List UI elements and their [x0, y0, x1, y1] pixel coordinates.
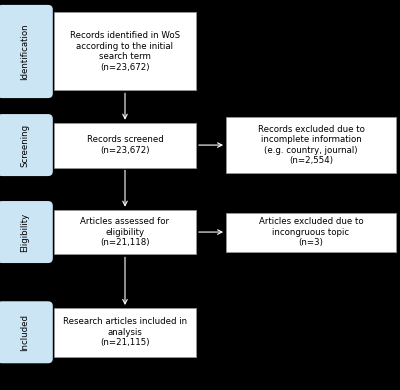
FancyBboxPatch shape: [226, 117, 396, 173]
Text: Eligibility: Eligibility: [20, 213, 30, 252]
Text: Records excluded due to
incomplete information
(e.g. country, journal)
(n=2,554): Records excluded due to incomplete infor…: [258, 125, 364, 165]
Text: Screening: Screening: [20, 124, 30, 167]
Text: Records identified in WoS
according to the initial
search term
(n=23,672): Records identified in WoS according to t…: [70, 31, 180, 72]
FancyBboxPatch shape: [0, 114, 53, 176]
FancyBboxPatch shape: [54, 308, 196, 356]
FancyBboxPatch shape: [0, 301, 53, 363]
Text: Included: Included: [20, 314, 30, 351]
FancyBboxPatch shape: [0, 201, 53, 263]
FancyBboxPatch shape: [0, 5, 53, 98]
FancyBboxPatch shape: [54, 210, 196, 254]
FancyBboxPatch shape: [226, 213, 396, 252]
Text: Articles excluded due to
incongruous topic
(n=3): Articles excluded due to incongruous top…: [259, 217, 363, 247]
Text: Research articles included in
analysis
(n=21,115): Research articles included in analysis (…: [63, 317, 187, 347]
FancyBboxPatch shape: [54, 122, 196, 168]
Text: Identification: Identification: [20, 23, 30, 80]
FancyBboxPatch shape: [54, 12, 196, 90]
Text: Records screened
(n=23,672): Records screened (n=23,672): [87, 135, 163, 155]
Text: Articles assessed for
eligibility
(n=21,118): Articles assessed for eligibility (n=21,…: [80, 217, 170, 247]
